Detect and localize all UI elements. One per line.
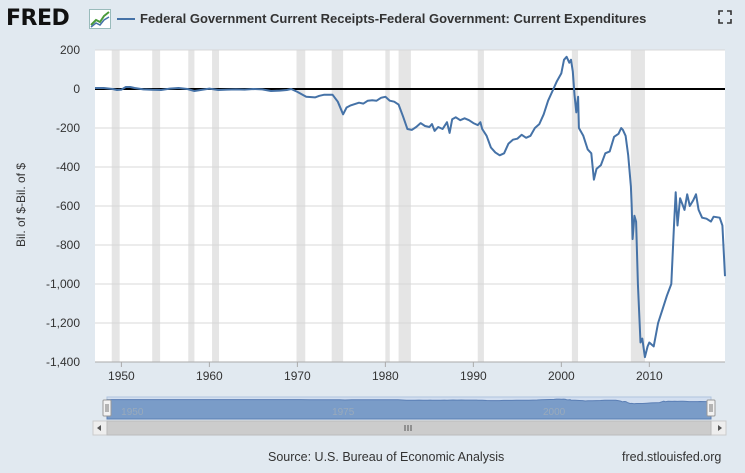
legend-series-label: Federal Government Current Receipts-Fede… (140, 11, 647, 26)
y-tick-label: 0 (73, 82, 80, 96)
y-tick-label: -1,200 (46, 316, 80, 330)
y-tick-label: -200 (56, 121, 80, 135)
y-tick-label: -1,400 (46, 355, 80, 369)
y-axis: 200 0 -200 -400 -600 -800 -1,000 -1,200 -1,400 (46, 43, 80, 369)
x-tick-label: 2000 (548, 369, 575, 383)
x-tick-label: 1960 (196, 369, 223, 383)
fullscreen-icon[interactable] (718, 10, 732, 24)
x-tick-label: 1970 (284, 369, 311, 383)
navigator-left-handle[interactable] (102, 399, 112, 417)
scroll-right-arrow-icon[interactable] (718, 425, 722, 431)
legend-series-swatch (117, 17, 135, 20)
scrollbar[interactable] (92, 420, 727, 436)
y-tick-label: -1,000 (46, 277, 80, 291)
navigator-tick-label: 2000 (543, 407, 566, 418)
range-navigator[interactable]: 1950 1975 2000 (102, 396, 716, 420)
x-tick-label: 2010 (636, 369, 663, 383)
y-tick-label: -800 (56, 238, 80, 252)
scroll-left-arrow-icon[interactable] (97, 425, 101, 431)
navigator-series (106, 398, 712, 420)
y-axis-label: Bil. of $-Bil. of $ (14, 163, 28, 247)
navigator-right-handle[interactable] (706, 399, 716, 417)
y-tick-label: -400 (56, 160, 80, 174)
x-tick-label: 1950 (108, 369, 135, 383)
series-line (95, 55, 726, 359)
x-axis: 1950 1960 1970 1980 1990 2000 2010 (108, 362, 663, 383)
grid-lines (95, 49, 725, 363)
trend-graph-icon (89, 9, 111, 29)
y-tick-label: 200 (60, 43, 80, 57)
navigator-tick-label: 1950 (121, 407, 144, 418)
fred-logo[interactable]: FRED (6, 6, 70, 31)
fred-link[interactable]: fred.stlouisfed.org (622, 450, 722, 464)
x-tick-label: 1980 (372, 369, 399, 383)
scrollbar-thumb[interactable] (106, 420, 712, 436)
y-tick-label: -600 (56, 199, 80, 213)
x-tick-label: 1990 (460, 369, 487, 383)
source-note: Source: U.S. Bureau of Economic Analysis (268, 450, 505, 464)
navigator-tick-label: 1975 (332, 407, 355, 418)
chart-legend: Federal Government Current Receipts-Fede… (117, 11, 646, 26)
